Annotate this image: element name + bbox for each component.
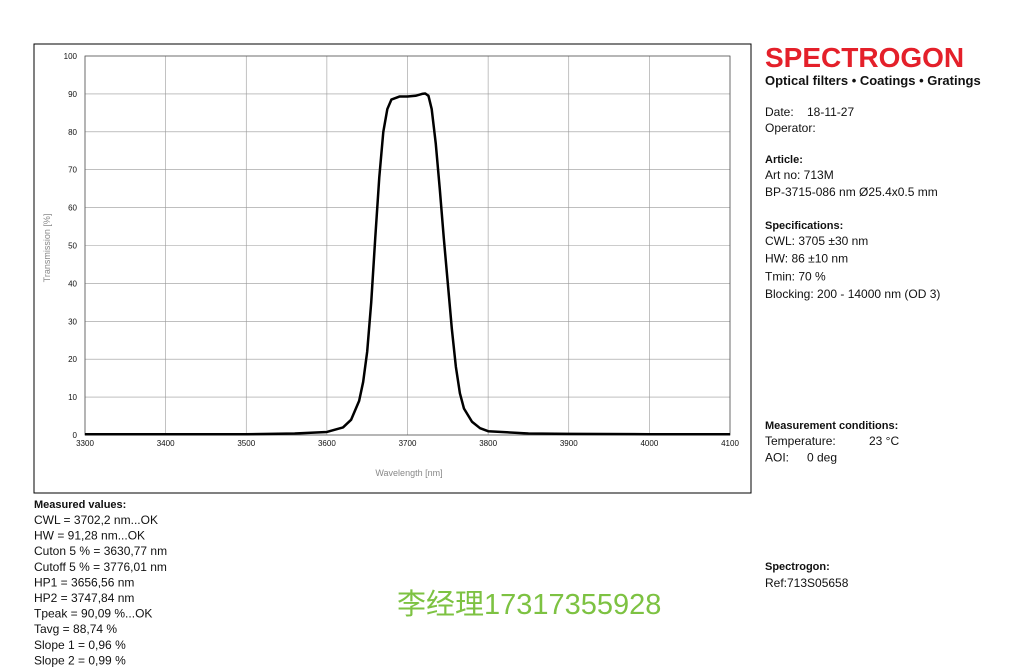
info-value: 18-11-27 [807,105,854,119]
y-tick-label: 80 [68,128,77,137]
heading: Measured values: [34,499,126,511]
x-tick-label: 3700 [399,439,417,448]
spec-line: Tmin: 70 % [765,269,826,283]
plot-frame [84,55,731,436]
y-tick-label: 70 [68,166,77,175]
y-tick-label: 10 [68,393,77,402]
x-tick-label: 3300 [76,439,94,448]
y-tick-label: 100 [64,52,78,61]
y-tick-label: 50 [68,242,77,251]
x-tick-label: 3500 [237,439,255,448]
article-line: Art no: 713M [765,168,834,182]
y-tick-label: 40 [68,279,77,288]
condition-label: Temperature: [765,434,836,448]
x-tick-label: 3900 [560,439,578,448]
x-tick-label: 3600 [318,439,336,448]
measured-line: HW = 91,28 nm...OK [34,529,145,543]
measured-line: Slope 2 = 0,99 % [34,653,126,667]
measured-line: Tpeak = 90,09 %...OK [34,607,152,621]
condition-label: AOI: [765,451,789,465]
info-label: Date: [765,105,794,119]
y-tick-label: 30 [68,317,77,326]
x-axis-label: Wavelength [nm] [375,468,442,478]
article-line: BP-3715-086 nm Ø25.4x0.5 mm [765,185,938,199]
heading: Measurement conditions: [765,420,898,432]
y-tick-label: 90 [68,90,77,99]
measured-line: Tavg = 88,74 % [34,622,117,636]
watermark: 李经理17317355928 [397,588,661,621]
measured-line: Cuton 5 % = 3630,77 nm [34,544,167,558]
y-tick-label: 60 [68,204,77,213]
measured-line: Slope 1 = 0,96 % [34,638,126,652]
tagline: Optical filters • Coatings • Gratings [765,73,981,88]
x-tick-label: 3400 [157,439,175,448]
condition-value: 0 deg [807,451,837,465]
y-tick-label: 0 [73,431,78,440]
measured-line: Cutoff 5 % = 3776,01 nm [34,560,167,574]
heading: Specifications: [765,220,843,232]
spec-line: Blocking: 200 - 14000 nm (OD 3) [765,287,940,301]
logo: SPECTROGON [765,42,964,73]
spec-line: HW: 86 ±10 nm [765,252,848,266]
y-axis-label: Transmission [%] [42,214,52,283]
spec-line: CWL: 3705 ±30 nm [765,234,868,248]
heading: Spectrogon: [765,561,830,573]
ref: Ref:713S05658 [765,576,849,590]
condition-value: 23 °C [869,434,899,448]
heading: Article: [765,154,803,166]
x-tick-label: 3800 [479,439,497,448]
measured-line: HP1 = 3656,56 nm [34,575,134,589]
measured-line: CWL = 3702,2 nm...OK [34,513,158,527]
x-tick-label: 4000 [640,439,658,448]
chart-frame [33,43,752,494]
x-tick-label: 4100 [721,439,739,448]
data-line [85,92,730,436]
info-label: Operator: [765,121,816,135]
measured-line: HP2 = 3747,84 nm [34,591,134,605]
y-tick-label: 20 [68,355,77,364]
